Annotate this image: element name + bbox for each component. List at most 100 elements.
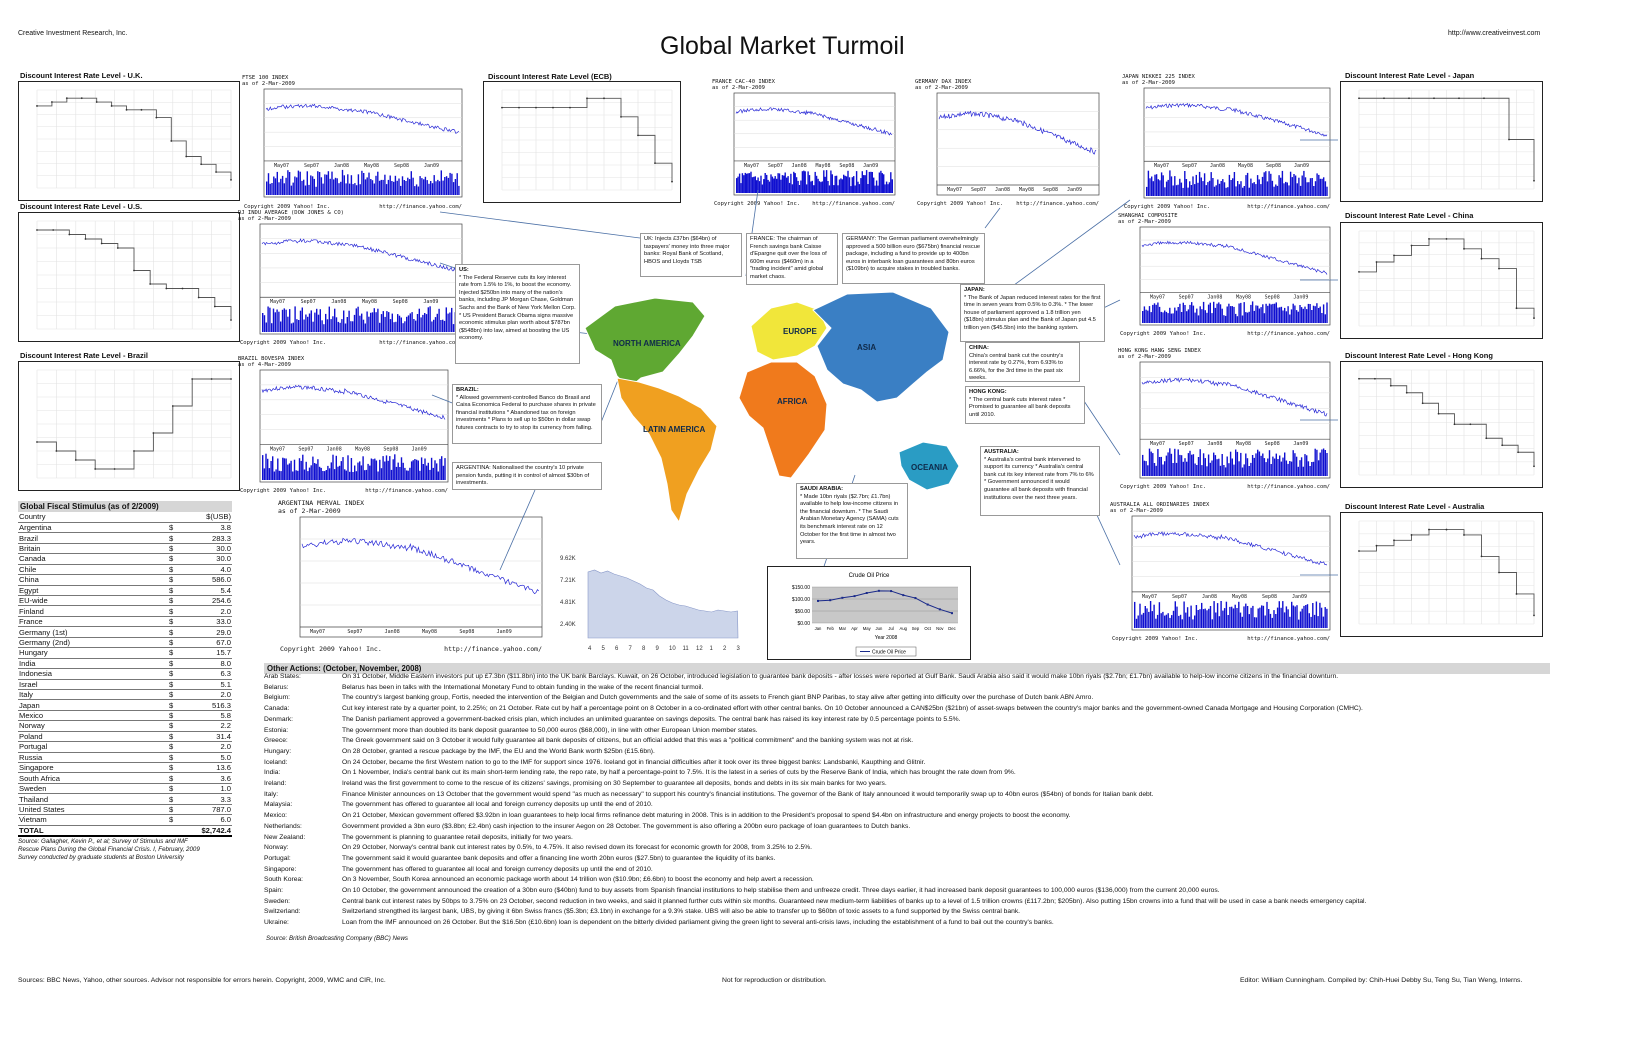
rate-point (171, 405, 174, 407)
source-url[interactable]: http://finance.yahoo.com/ (812, 201, 895, 207)
country-cell: France (18, 616, 168, 628)
month-tick: Jan09 (497, 629, 512, 635)
volume-bar (1255, 453, 1257, 476)
volume-bar (300, 460, 302, 480)
action-text: The government said it would guarantee b… (342, 854, 776, 862)
volume-bar (1265, 303, 1267, 323)
action-country: Denmark: (264, 715, 293, 723)
total-value: $2,742.4 (180, 825, 232, 837)
cac-index-chart: FRANCE CAC-40 INDEX as of 2-Mar-2009 May… (712, 79, 897, 207)
table-row: Egypt $5.4 (18, 585, 232, 597)
header-url[interactable]: http://www.creativeinvest.com (1448, 30, 1541, 37)
volume-bar (447, 177, 450, 195)
volume-bar (290, 185, 293, 195)
index-date: as of 2-Mar-2009 (242, 81, 295, 87)
table-row: United States $787.0 (18, 804, 232, 816)
volume-bar (1291, 177, 1293, 196)
volume-bar (357, 462, 359, 480)
volume-bar (810, 181, 812, 193)
country-cell: Thailand (18, 793, 168, 805)
rate-point (210, 378, 213, 380)
table-row: Mexico $5.8 (18, 710, 232, 722)
volume-bar (391, 181, 393, 195)
volume-bar (1206, 466, 1208, 476)
rate-point (51, 101, 53, 103)
volume-bar (293, 459, 296, 480)
volume-bar (1239, 612, 1242, 628)
volume-bar (1275, 184, 1277, 196)
volume-bar (1268, 609, 1270, 628)
volume-bar (349, 471, 351, 480)
volume-bar (399, 467, 401, 480)
volume-bar (1275, 453, 1277, 476)
source-url[interactable]: http://finance.yahoo.com/ (379, 340, 462, 346)
index-name: JAPAN NIKKEI 225 INDEX (1122, 74, 1195, 80)
source-url[interactable]: http://finance.yahoo.com/ (444, 645, 542, 653)
volume-bar (1245, 312, 1247, 323)
month-tick: Jan (815, 626, 822, 631)
month-tick: Sep08 (383, 447, 398, 453)
volume-bar (1242, 187, 1244, 196)
note-text: * The Bank of Japan reduced interest rat… (964, 294, 1101, 331)
source-url[interactable]: http://finance.yahoo.com/ (1247, 484, 1330, 490)
volume-bar (1289, 616, 1291, 628)
volume-bar (1290, 309, 1293, 323)
volume-bar (1312, 603, 1314, 628)
table-row: Hungary $15.7 (18, 647, 232, 659)
volume-bar (292, 182, 294, 195)
currency-cell: $ (168, 647, 180, 659)
volume-bar (441, 456, 443, 480)
volume-bar (1152, 304, 1154, 323)
volume-bar (414, 186, 416, 195)
volume-bar (1211, 313, 1213, 323)
value-cell: 254.6 (180, 595, 232, 607)
volume-bar (368, 316, 370, 332)
month-tick: Sep08 (1265, 294, 1280, 300)
volume-bar (412, 460, 414, 480)
source-url[interactable]: http://finance.yahoo.com/ (1247, 331, 1330, 337)
ftse-index-chart: FTSE 100 INDEX as of 2-Mar-2009 May07 Sep… (242, 75, 464, 210)
rate-point (197, 296, 200, 299)
volume-bar (322, 471, 324, 480)
volume-bar (1167, 179, 1169, 196)
volume-bar (1177, 307, 1179, 323)
volume-bar (1162, 175, 1164, 196)
source-url[interactable]: http://finance.yahoo.com/ (365, 488, 448, 494)
volume-bar (1263, 458, 1266, 476)
rate-point (1375, 261, 1378, 263)
action-text: On 1 November, India's central bank cut … (342, 769, 1016, 777)
currency-cell: $ (168, 616, 180, 628)
volume-bar (1204, 458, 1206, 476)
volume-bar (1186, 461, 1188, 476)
volume-bar (274, 312, 276, 332)
volume-bar (1265, 171, 1267, 196)
table-row: Thailand $3.3 (18, 793, 232, 805)
volume-bar (1185, 179, 1188, 196)
source-url[interactable]: http://finance.yahoo.com/ (1016, 201, 1099, 207)
volume-bar (1192, 454, 1195, 476)
source-url[interactable]: http://finance.yahoo.com/ (379, 204, 462, 210)
volume-bar (1319, 178, 1322, 196)
rate-point (1437, 412, 1440, 415)
volume-bar (1192, 305, 1195, 323)
currency-cell: $ (168, 637, 180, 649)
source-url[interactable]: http://finance.yahoo.com/ (1247, 204, 1330, 210)
volume-bar (1155, 465, 1157, 476)
volume-bar (1187, 187, 1189, 196)
value-cell: 6.3 (180, 668, 232, 680)
actions-title: Other Actions: (October, November, 2008) (264, 663, 1550, 674)
volume-bar (1164, 187, 1166, 196)
volume-bar (267, 173, 270, 195)
month-tick: May (863, 626, 872, 631)
volume-bar (885, 181, 888, 193)
volume-bar (1280, 607, 1282, 628)
volume-bar (1289, 461, 1291, 476)
index-date: as of 2-Mar-2009 (915, 85, 968, 91)
volume-bar (808, 175, 811, 193)
source-url[interactable]: http://finance.yahoo.com/ (1247, 636, 1330, 642)
volume-bar (347, 455, 349, 480)
volume-bar (754, 176, 756, 193)
volume-bar (444, 458, 446, 480)
volume-bar (884, 184, 886, 193)
volume-bar (1139, 603, 1141, 628)
